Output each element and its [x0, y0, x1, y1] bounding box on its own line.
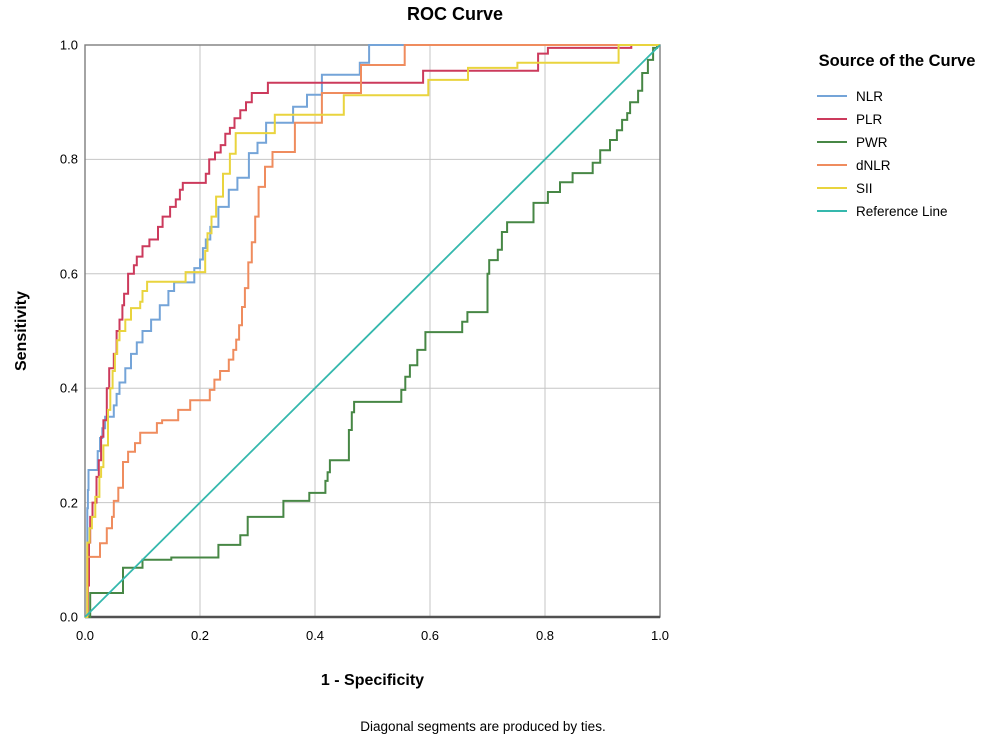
legend-item-label: dNLR [856, 157, 891, 173]
x-tick-label: 0.0 [75, 628, 95, 643]
legend-item-label: NLR [856, 88, 884, 104]
legend-item-reference-line: Reference Line [817, 200, 983, 223]
legend-swatch [817, 187, 847, 190]
legend-item-label: PLR [856, 111, 883, 127]
x-tick-label: 0.4 [305, 628, 325, 643]
legend-item-label: Reference Line [856, 203, 948, 219]
legend-item-label: PWR [856, 134, 888, 150]
chart-title: ROC Curve [406, 4, 504, 24]
legend-item-nlr: NLR [817, 85, 983, 108]
y-axis-label: Sensitivity [13, 290, 30, 372]
legend-swatch [817, 164, 847, 167]
legend-swatch [817, 118, 847, 121]
roc-curve-reference-line [84, 44, 661, 618]
legend-swatch [817, 95, 847, 98]
legend-title: Source of the Curve [818, 52, 976, 70]
x-tick-label: 0.2 [190, 628, 210, 643]
legend-item-label: SII [856, 180, 873, 196]
roc-curve-pwr [85, 44, 660, 618]
legend-item-pwr: PWR [817, 131, 983, 154]
roc-curve-dnlr [85, 44, 660, 618]
x-axis-label: 1 - Specificity [320, 672, 425, 689]
legend-swatch [817, 210, 847, 213]
x-tick-label: 0.6 [420, 628, 440, 643]
legend-items: NLR PLR PWR dNLR SII Reference Line [817, 85, 983, 223]
roc-curve-sii [85, 44, 660, 618]
chart-footnote: Diagonal segments are produced by ties. [360, 719, 606, 734]
y-tick-label: 0.6 [59, 266, 78, 282]
y-tick-label: 0.2 [59, 495, 78, 511]
y-tick-label: 0.0 [59, 609, 78, 625]
x-tick-label: 0.8 [535, 628, 555, 643]
y-tick-label: 1.0 [59, 37, 78, 53]
roc-curve-plr [85, 44, 660, 618]
x-tick-label: 1.0 [650, 628, 670, 643]
legend: Source of the Curve NLR PLR PWR dNLR SII Refe… [817, 52, 983, 223]
legend-item-plr: PLR [817, 108, 983, 131]
y-tick-label: 0.8 [59, 151, 78, 167]
y-tick-label: 0.4 [59, 380, 78, 396]
legend-item-dnlr: dNLR [817, 154, 983, 177]
legend-item-sii: SII [817, 177, 983, 200]
legend-swatch [817, 141, 847, 144]
